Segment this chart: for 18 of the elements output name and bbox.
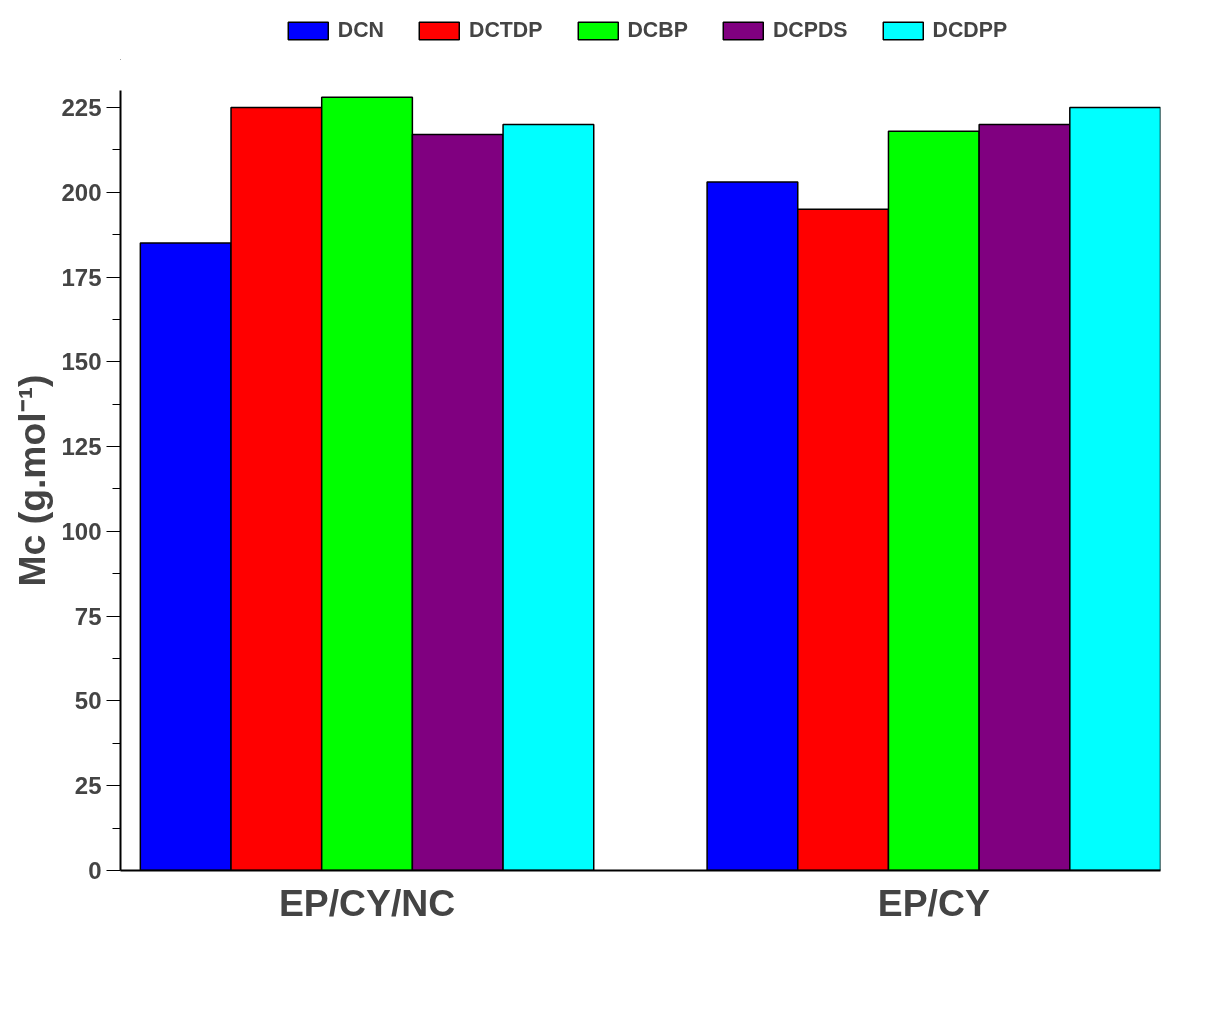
y-tick-label: 100: [61, 517, 102, 545]
y-tick-label: 175: [61, 263, 102, 291]
legend-label: DCTDP: [468, 17, 543, 43]
y-tick-label: 150: [61, 348, 102, 376]
y-tick-label: 0: [88, 857, 102, 884]
y-tick-label: 75: [74, 602, 102, 630]
x-tick-label: EP/CY: [877, 881, 990, 924]
y-axis-title: Mc (g.mol⁻¹): [11, 374, 54, 587]
y-tick-label: 225: [61, 93, 102, 121]
x-tick-label: EP/CY/NC: [278, 881, 456, 924]
legend-label: DCPDS: [772, 17, 848, 43]
y-tick-label: 25: [74, 772, 102, 800]
legend-label: DCN: [337, 17, 384, 43]
y-tick-label: 125: [61, 433, 102, 461]
y-tick-label: 200: [61, 178, 102, 206]
legend-label: DCDPP: [932, 17, 1008, 43]
y-tick-label: 50: [74, 687, 102, 715]
legend-label: DCBP: [627, 17, 688, 43]
